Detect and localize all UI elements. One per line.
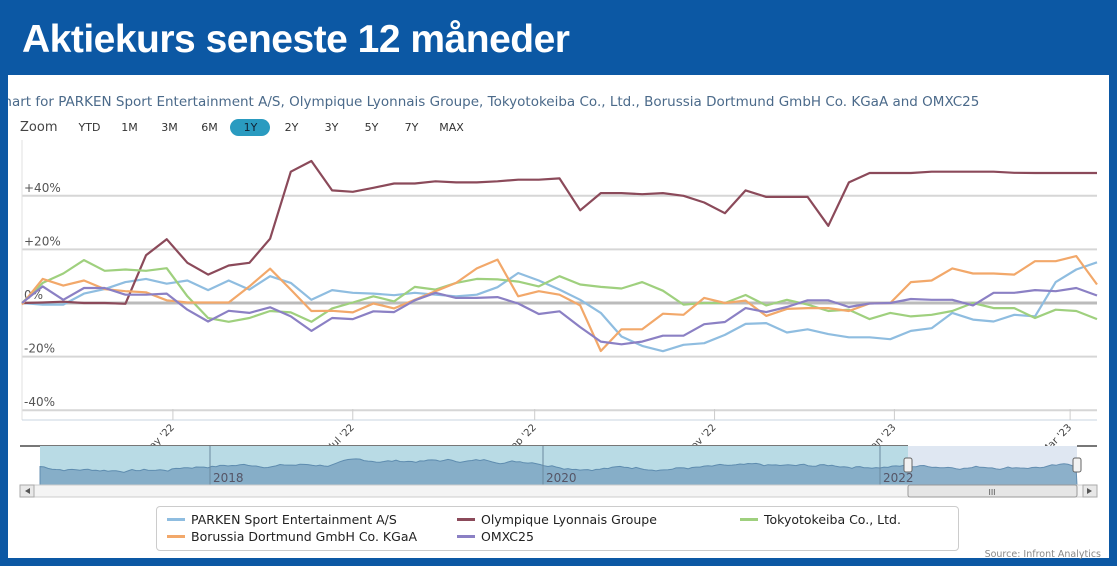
- y-tick-label: +20%: [24, 234, 61, 248]
- zoom-button-1y[interactable]: 1Y: [230, 119, 271, 136]
- legend-swatch: [457, 518, 475, 521]
- scrollbar-thumb[interactable]: [907, 484, 1078, 498]
- chart-title: Chart for PARKEN Sport Entertainment A/S…: [8, 94, 980, 110]
- zoom-selector: Zoom YTD 1M 3M 6M 1Y 2Y 3Y 5Y 7Y MAX: [20, 119, 471, 136]
- series-line-1: [21, 159, 1097, 305]
- legend: PARKEN Sport Entertainment A/S Olympique …: [156, 506, 959, 551]
- zoom-button-1m[interactable]: 1M: [121, 121, 138, 134]
- legend-item[interactable]: Tokyotokeiba Co., Ltd.: [740, 512, 901, 527]
- legend-item[interactable]: Olympique Lyonnais Groupe: [457, 512, 657, 527]
- zoom-button-max[interactable]: MAX: [439, 121, 464, 134]
- y-tick-label: -40%: [24, 395, 55, 409]
- legend-label: PARKEN Sport Entertainment A/S: [191, 512, 397, 527]
- zoom-button-7y[interactable]: 7Y: [404, 121, 419, 134]
- source-note: Source: Infront Analytics: [984, 549, 1101, 560]
- legend-item[interactable]: PARKEN Sport Entertainment A/S: [167, 512, 397, 527]
- series-line-3: [21, 255, 1098, 353]
- y-tick-label: +40%: [24, 181, 61, 195]
- legend-label: Olympique Lyonnais Groupe: [481, 512, 657, 527]
- legend-swatch: [167, 535, 185, 538]
- scrollbar-grip: III: [988, 488, 995, 497]
- series-line-4: [21, 285, 1098, 346]
- navigator-handle-left[interactable]: [903, 457, 913, 473]
- page-title: Aktiekurs seneste 12 måneder: [22, 18, 570, 61]
- navigator-year-label: 2020: [546, 471, 577, 485]
- legend-label: Tokyotokeiba Co., Ltd.: [764, 512, 901, 527]
- navigator-year-label: 2022: [883, 471, 914, 485]
- zoom-button-3y[interactable]: 3Y: [324, 121, 339, 134]
- navigator-year-label: 2018: [213, 471, 244, 485]
- legend-swatch: [167, 518, 185, 521]
- zoom-button-6m[interactable]: 6M: [201, 121, 218, 134]
- legend-swatch: [457, 535, 475, 538]
- zoom-button-2y[interactable]: 2Y: [284, 121, 299, 134]
- legend-label: OMXC25: [481, 529, 534, 544]
- arrow-right-icon: [1087, 488, 1092, 494]
- legend-label: Borussia Dortmund GmbH Co. KGaA: [191, 529, 418, 544]
- series-line-2: [21, 259, 1098, 323]
- zoom-button-ytd[interactable]: YTD: [78, 121, 101, 134]
- y-tick-label: -20%: [24, 342, 55, 356]
- navigator-handle-right[interactable]: [1072, 457, 1082, 473]
- zoom-button-5y[interactable]: 5Y: [364, 121, 379, 134]
- legend-item[interactable]: OMXC25: [457, 529, 534, 544]
- series-line-0: [21, 261, 1098, 353]
- legend-swatch: [740, 518, 758, 521]
- zoom-button-3m[interactable]: 3M: [161, 121, 178, 134]
- zoom-label: Zoom: [20, 120, 58, 135]
- arrow-left-icon: [25, 488, 30, 494]
- legend-item[interactable]: Borussia Dortmund GmbH Co. KGaA: [167, 529, 417, 544]
